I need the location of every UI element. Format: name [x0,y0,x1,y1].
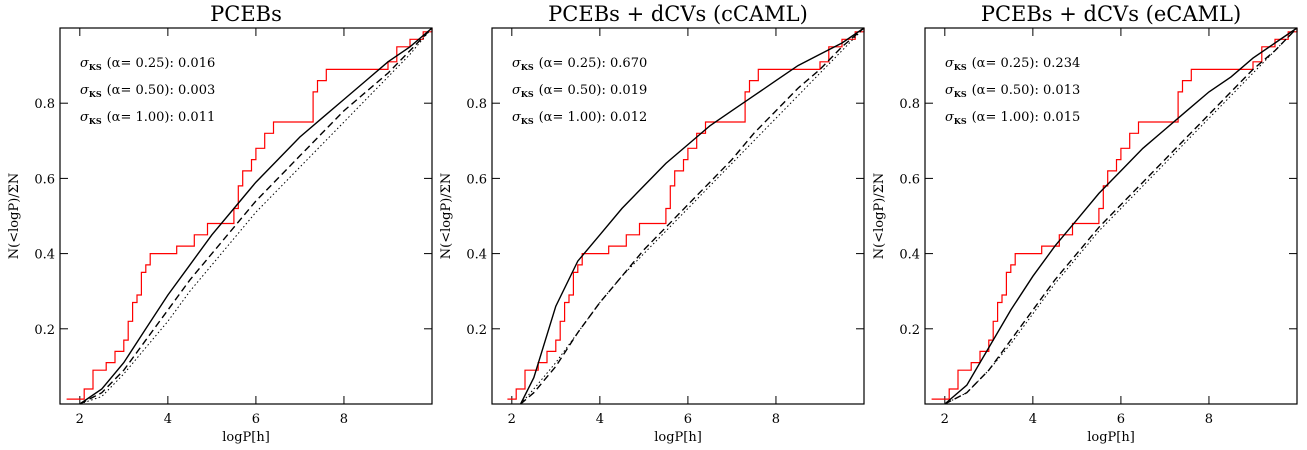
x-tick-label: 2 [941,412,949,427]
annotation-text: (α= 1.00): 0.011 [107,110,216,125]
annotation-symbol: σ [945,83,955,98]
annotation-subscript: KS [521,116,534,126]
y-tick-label: 0.8 [34,97,55,112]
y-tick-label: 0.2 [34,323,55,338]
annotation-symbol: σ [80,83,90,98]
data-line [944,27,1298,405]
panel: PCEBs + dCVs (eCAML) logP[h] N(<logP)/ΣN 2 4… [872,2,1298,445]
x-tick-label: 4 [596,412,604,427]
x-tick-label: 8 [340,412,348,427]
x-axis-label: logP[h] [654,430,702,445]
annotation-subscript: KS [954,62,967,72]
x-tick-label: 8 [772,412,780,427]
panel-title: PCEBs + dCVs (cCAML) [548,2,808,26]
annotation: σKS (α= 0.50): 0.003 [80,83,215,99]
x-axis-label: logP[h] [222,430,270,445]
y-tick-label: 0.4 [34,248,55,263]
annotation-symbol: σ [945,110,955,125]
annotation-symbol: σ [512,110,522,125]
plot-frame [491,27,865,405]
x-tick-label: 6 [684,412,692,427]
annotation-text: (α= 0.25): 0.016 [107,56,216,71]
x-tick-label: 4 [164,412,172,427]
annotation-symbol: σ [80,56,90,71]
plot-frame [924,27,1298,405]
annotation: σKS (α= 0.25): 0.670 [512,56,647,72]
y-tick-label: 0.8 [466,97,487,112]
y-tick-label: 0.4 [899,248,920,263]
annotation-subscript: KS [954,89,967,99]
annotation-subscript: KS [521,89,534,99]
annotation-text: (α= 1.00): 0.015 [972,110,1081,125]
data-line [944,27,1298,405]
annotation-subscript: KS [954,116,967,126]
y-axis-label: N(<logP)/ΣN [872,173,887,259]
annotation-symbol: σ [512,83,522,98]
y-tick-label: 0.6 [899,172,920,187]
annotation: σKS (α= 0.25): 0.016 [80,56,215,72]
annotation-symbol: σ [512,56,522,71]
data-line [520,27,865,405]
data-line [79,27,433,405]
data-line [79,27,433,405]
y-tick-label: 0.4 [466,248,487,263]
x-tick-label: 4 [1029,412,1037,427]
x-tick-label: 2 [76,412,84,427]
data-line [507,28,865,400]
panel-title: PCEBs + dCVs (eCAML) [981,2,1241,26]
x-tick-label: 6 [1117,412,1125,427]
y-axis-label: N(<logP)/ΣN [7,173,22,259]
annotation: σKS (α= 0.25): 0.234 [945,56,1080,72]
y-tick-label: 0.2 [899,323,920,338]
panel-title: PCEBs [210,2,282,26]
data-line [66,28,433,400]
annotation-text: (α= 0.25): 0.234 [972,56,1081,71]
y-tick-label: 0.6 [34,172,55,187]
annotation: σKS (α= 1.00): 0.011 [80,110,215,126]
annotation-subscript: KS [89,62,102,72]
panel: PCEBs logP[h] N(<logP)/ΣN 2 4 6 8 0.2 0.4 0.6 0.8 σ… [7,2,433,445]
x-tick-label: 6 [252,412,260,427]
annotation-text: (α= 0.50): 0.003 [107,83,216,98]
x-tick-label: 8 [1205,412,1213,427]
annotation-subscript: KS [89,116,102,126]
annotation: σKS (α= 1.00): 0.015 [945,110,1080,126]
annotation-subscript: KS [521,62,534,72]
annotation: σKS (α= 1.00): 0.012 [512,110,647,126]
plot-frame [59,27,433,405]
annotation-text: (α= 0.25): 0.670 [539,56,648,71]
y-tick-label: 0.2 [466,323,487,338]
annotation-text: (α= 1.00): 0.012 [539,110,648,125]
annotation-symbol: σ [945,56,955,71]
annotation-symbol: σ [80,110,90,125]
annotation: σKS (α= 0.50): 0.019 [512,83,647,99]
annotation-text: (α= 0.50): 0.019 [539,83,648,98]
data-line [944,27,1298,405]
annotation-text: (α= 0.50): 0.013 [972,83,1081,98]
annotation: σKS (α= 0.50): 0.013 [945,83,1080,99]
x-axis-label: logP[h] [1087,430,1135,445]
x-tick-label: 2 [508,412,516,427]
y-tick-label: 0.8 [899,97,920,112]
y-tick-label: 0.6 [466,172,487,187]
panel: PCEBs + dCVs (cCAML) logP[h] N(<logP)/ΣN 2 4… [439,2,865,445]
data-line [931,28,1298,400]
annotation-subscript: KS [89,89,102,99]
data-line [519,27,865,405]
y-axis-label: N(<logP)/ΣN [439,173,454,259]
